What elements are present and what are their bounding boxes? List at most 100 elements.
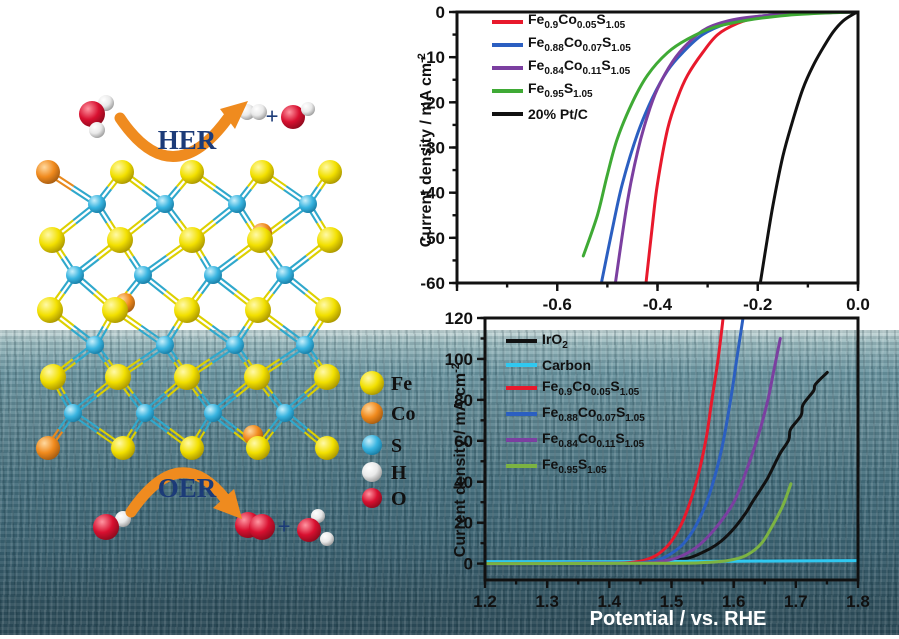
legend-color-line (492, 42, 523, 47)
x-tick-label: 1.7 (784, 592, 808, 611)
legend-item: Fe0.88Co0.07S1.05 (506, 401, 645, 427)
s-atom (276, 404, 294, 422)
fe-atom (174, 364, 200, 390)
atom-legend-s-sphere (362, 435, 382, 455)
oer-arrow (125, 467, 232, 518)
fe-atom (246, 436, 270, 460)
s-atom (228, 195, 246, 213)
legend-color-line (506, 412, 537, 416)
her-arrow-head-icon (220, 101, 248, 129)
legend-label: Fe0.84Co0.11S1.05 (528, 57, 631, 77)
plot-frame (455, 10, 860, 285)
fe-atom (110, 160, 134, 184)
hydroxide-product (281, 102, 315, 129)
her-chart-legend: Fe0.9Co0.05S1.05 Fe0.88Co0.07S1.05 Fe0.84C… (492, 10, 631, 125)
y-tick-label: 0 (464, 555, 473, 574)
legend-label: 20% Pt/C (528, 105, 588, 122)
y-tick-label: 120 (445, 309, 473, 328)
x-tick-label: 1.2 (473, 592, 497, 611)
fe-atom (174, 297, 200, 323)
oer-chart-plot: 1.2 1.3 1.4 1.5 1.6 1.7 1.8 0 20 40 60 80 100 120 (445, 309, 870, 611)
chart-series (484, 317, 859, 566)
fe-atom (39, 227, 65, 253)
fe-atom (314, 364, 340, 390)
legend-color-line (506, 386, 537, 390)
y-tick-label: -60 (420, 274, 445, 293)
her-chart-plot: -0.6 -0.4 -0.2 0.0 0 -10 -20 -30 -40 -50 -60 (420, 3, 869, 314)
series-curve (758, 11, 859, 284)
o-atom (93, 514, 119, 540)
fe-atom (317, 227, 343, 253)
x-tick-label: 1.6 (722, 592, 746, 611)
fe-atom (245, 297, 271, 323)
s-atom (156, 195, 174, 213)
fe-atom (111, 436, 135, 460)
oer-chart-y-axis-label: Current density / mA cm-2 (449, 363, 470, 558)
axis-tick-labels: -0.6 -0.4 -0.2 0.0 0 -10 -20 -30 -40 -50 -60 (420, 3, 869, 314)
x-tick-label: 1.8 (846, 592, 870, 611)
fe-atom (105, 364, 131, 390)
fe-atom (107, 227, 133, 253)
atom-legend-item: H (362, 462, 407, 484)
water-molecule-reactant (79, 95, 114, 138)
series-curve (484, 482, 793, 566)
fe-atom (37, 297, 63, 323)
x-tick-label: -0.2 (743, 295, 772, 312)
legend-item: IrO2 (506, 328, 645, 354)
x-tick-label: 1.3 (535, 592, 559, 611)
fe-atom (247, 227, 273, 253)
bottom-white-strip (0, 635, 899, 639)
atom-legend-label: O (391, 488, 407, 510)
legend-label: Fe0.9Co0.05S1.05 (542, 377, 640, 398)
oer-plus-sign: + (277, 514, 290, 539)
fe-atom (315, 297, 341, 323)
oer-chart-legend: IrO2 Carbon Fe0.9Co0.05S1.05 Fe0.88Co0.07S1… (506, 328, 645, 479)
y-tick-label: 20 (454, 514, 473, 533)
o-atom (297, 518, 321, 542)
atom-legend-o-sphere (362, 488, 382, 508)
legend-label: Fe0.95S1.05 (528, 80, 593, 100)
s-atom (134, 266, 152, 284)
co-atom (36, 160, 60, 184)
o-atom (79, 101, 105, 127)
s-atom (226, 336, 244, 354)
legend-item: Fe0.95S1.05 (506, 453, 645, 479)
her-polarization-chart: -0.6 -0.4 -0.2 0.0 0 -10 -20 -30 -40 -50 -60 Curre… (408, 0, 899, 314)
x-tick-label: 1.5 (660, 592, 684, 611)
h-atom (251, 104, 267, 120)
h-atom (320, 532, 334, 546)
s-atom (66, 266, 84, 284)
x-tick-label: -0.6 (543, 295, 572, 312)
atom-legend-h-sphere (362, 462, 382, 482)
legend-label: Fe0.84Co0.11S1.05 (542, 429, 645, 450)
legend-label: Fe0.88Co0.07S1.05 (542, 403, 645, 424)
co-atom (36, 436, 60, 460)
crystal-lattice (36, 160, 343, 460)
h-atom (89, 122, 105, 138)
her-arrow (114, 112, 234, 162)
legend-color-line (492, 111, 523, 116)
s-atom (276, 266, 294, 284)
s-atom (136, 404, 154, 422)
legend-item: Fe0.84Co0.11S1.05 (506, 427, 645, 453)
legend-label: Fe0.95S1.05 (542, 455, 607, 476)
series-curve (581, 11, 859, 258)
atom-legend-item: Fe (360, 371, 412, 395)
s-atom (296, 336, 314, 354)
oer-chart-x-axis-label: Potential / vs. RHE (589, 608, 767, 630)
legend-label: Carbon (542, 356, 591, 373)
axis-tick-labels: 1.2 1.3 1.4 1.5 1.6 1.7 1.8 0 20 40 60 80 100 120 (445, 309, 870, 611)
plot-frame (483, 316, 860, 582)
hydroxide-reactant (93, 511, 131, 540)
y-tick-label: -10 (420, 48, 445, 67)
x-tick-label: 1.4 (598, 592, 622, 611)
s-atom (88, 195, 106, 213)
y-tick-label: -20 (420, 93, 445, 112)
legend-color-line (506, 464, 537, 468)
o-atom (281, 105, 305, 129)
legend-color-line (506, 362, 537, 367)
fe-atom (250, 160, 274, 184)
x-tick-label: -0.4 (643, 295, 673, 312)
legend-color-line (506, 339, 537, 343)
